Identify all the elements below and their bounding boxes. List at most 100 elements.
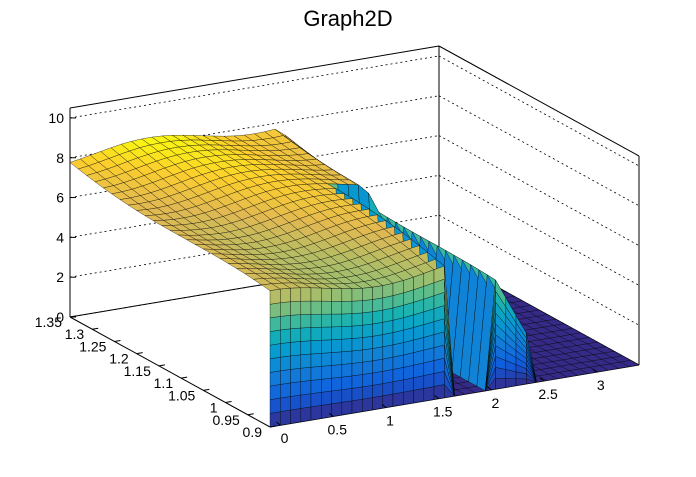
- x-tick-label: 0: [281, 430, 289, 446]
- back-top-edge: [69, 45, 440, 109]
- curtain-cell: [372, 346, 383, 362]
- curtain-cell: [269, 384, 281, 400]
- curtain-cell: [382, 356, 394, 372]
- curtain-cell: [341, 363, 353, 378]
- curtain-cell: [321, 313, 332, 328]
- x-tick-label: 2.5: [538, 386, 558, 402]
- curtain-cell: [341, 388, 353, 403]
- curtain-cell: [341, 375, 353, 390]
- right-top-edge: [438, 45, 640, 157]
- right-wall-gridline: [438, 135, 640, 246]
- curtain-cell: [351, 325, 363, 339]
- x-tick-mark: [539, 377, 545, 382]
- curtain-cell: [300, 300, 312, 315]
- curtain-cell: [444, 265, 455, 397]
- y-tick-label: 0.9: [243, 424, 263, 440]
- y-tick-label: 1.1: [154, 375, 174, 391]
- curtain-cell: [351, 337, 363, 352]
- y-tick-mark: [114, 339, 121, 342]
- curtain-cell: [505, 378, 517, 388]
- curtain-cell: [392, 280, 404, 296]
- curtain-cell: [362, 323, 373, 338]
- curtain-cell: [413, 388, 424, 404]
- curtain-cell: [290, 301, 301, 316]
- curtain-cell: [433, 357, 445, 374]
- curtain-cell: [280, 396, 291, 412]
- curtain-cell: [382, 369, 394, 384]
- curtain-cell: [526, 333, 537, 383]
- back-wall-gridline: [69, 135, 440, 198]
- curtain-cell: [382, 283, 394, 299]
- curtain-cell: [310, 327, 322, 341]
- z-tick-label: 0: [56, 309, 64, 325]
- curtain-cell: [362, 299, 373, 314]
- curtain-cell: [392, 391, 404, 407]
- y-tick-mark: [269, 425, 277, 428]
- curtain-cell: [321, 390, 332, 406]
- curtain-cell: [351, 312, 363, 327]
- y-tick-label: 1.2: [109, 351, 129, 367]
- z-tick-label: 8: [56, 150, 64, 166]
- curtain-cell: [403, 364, 414, 381]
- x-tick-mark: [592, 368, 598, 373]
- curtain-cell: [280, 342, 291, 358]
- x-tick-label: 0.5: [328, 421, 348, 437]
- curtain-cell: [310, 314, 322, 328]
- y-tick-label: 1.35: [35, 314, 62, 330]
- curtain-cell: [280, 328, 291, 344]
- z-tick-label: 6: [56, 190, 64, 206]
- surface-cell: [619, 360, 640, 367]
- curtain-cell: [392, 354, 404, 370]
- curtain-cell: [362, 336, 373, 351]
- curtain-cell: [321, 326, 332, 341]
- curtain-cell: [321, 339, 332, 354]
- y-tick-mark: [158, 364, 165, 367]
- curtain-cell: [382, 332, 394, 348]
- x-tick-label: 3: [597, 377, 605, 393]
- curtain-cell: [321, 403, 332, 419]
- curtain-cell: [269, 397, 281, 414]
- curtain-cell: [300, 353, 312, 369]
- curtain-cell: [321, 378, 332, 393]
- curtain-cell: [331, 389, 342, 405]
- x-tick-mark: [487, 386, 492, 391]
- curtain-cell: [321, 300, 332, 315]
- curtain-cell: [362, 397, 373, 412]
- curtain-cell: [310, 405, 322, 421]
- tick-labels: 00.511.522.530.90.9511.051.11.151.21.251…: [35, 110, 605, 446]
- curtain-cell: [362, 287, 373, 301]
- curtain-cell: [372, 334, 383, 349]
- curtain-cell: [269, 316, 281, 332]
- curtain-cell: [351, 288, 363, 302]
- y-tick-mark: [247, 413, 254, 416]
- curtain-cell: [341, 338, 353, 352]
- y-axis-line: [69, 316, 271, 428]
- back-wall-gridline: [69, 95, 440, 159]
- curtain-cell: [331, 301, 342, 315]
- curtain-cell: [300, 287, 312, 302]
- curtain-cell: [372, 371, 383, 386]
- curtain-cell: [300, 340, 312, 355]
- curtain-cell: [280, 409, 291, 426]
- curtain-cell: [382, 295, 394, 311]
- curtain-cell: [433, 384, 445, 400]
- curtain-cell: [382, 319, 394, 335]
- curtain-cell: [269, 370, 281, 387]
- curtain-cell: [290, 327, 301, 343]
- curtain-cell: [392, 342, 404, 358]
- curtain-cell: [372, 395, 383, 411]
- curtain-cell: [331, 313, 342, 328]
- curtain-cell: [290, 314, 301, 329]
- y-tick-label: 1.25: [79, 338, 106, 354]
- curtain-cell: [269, 356, 281, 373]
- curtain-cell: [382, 381, 394, 397]
- x-tick-label: 1: [386, 413, 394, 429]
- curtain-cell: [331, 402, 342, 417]
- curtain-cell: [300, 327, 312, 342]
- curtain-cell: [362, 360, 373, 375]
- curtain-cell: [372, 358, 383, 374]
- z-tick-label: 10: [48, 110, 64, 126]
- right-wall-gridline: [438, 55, 640, 167]
